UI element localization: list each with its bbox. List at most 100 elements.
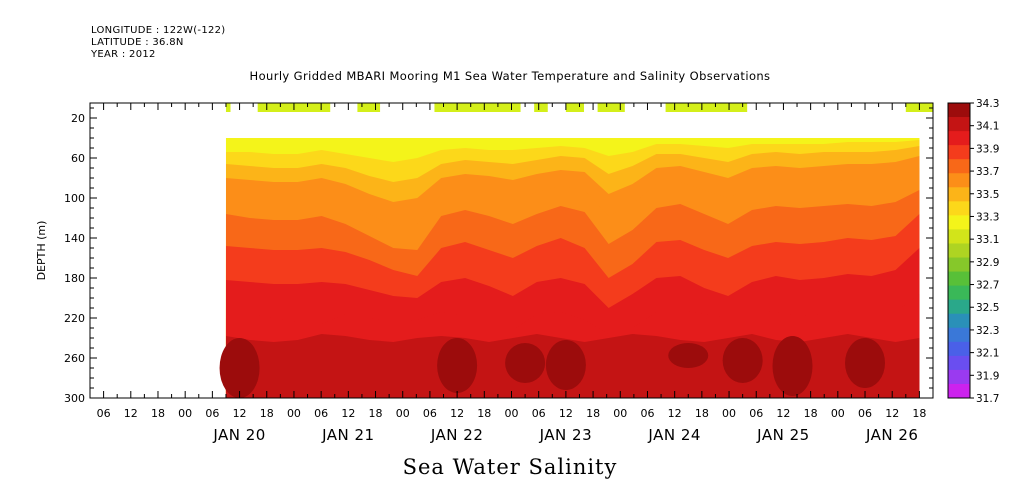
x-hour-label: 12 — [885, 407, 899, 420]
colorbar-label: 34.3 — [976, 98, 999, 110]
y-tick-label: 260 — [64, 352, 85, 365]
colorbar-label: 33.3 — [976, 211, 999, 223]
y-tick-label: 300 — [64, 392, 85, 405]
coverage-segment — [665, 103, 748, 112]
x-day-label: JAN 24 — [647, 426, 701, 444]
colorbar-label: 33.7 — [976, 166, 999, 178]
colorbar-label: 32.1 — [976, 348, 999, 360]
coverage-segment — [565, 103, 585, 112]
x-hour-label: 12 — [776, 407, 790, 420]
x-hour-label: 18 — [369, 407, 383, 420]
colorbar-swatch — [948, 355, 970, 371]
x-day-label: JAN 22 — [430, 426, 484, 444]
x-hour-label: 06 — [423, 407, 437, 420]
coverage-segment — [225, 103, 231, 112]
x-hour-label: 06 — [314, 407, 328, 420]
year-label: YEAR : 2012 — [91, 49, 156, 60]
x-hour-label: 00 — [396, 407, 410, 420]
colorbar-label: 32.7 — [976, 280, 999, 292]
colorbar-border — [947, 102, 971, 399]
colorbar-label: 31.9 — [976, 370, 999, 382]
colorbar-swatch — [948, 187, 970, 202]
x-axis: 06 12 18 00 06 12 18 00 06 12 18 00 06 12 18 00 06 12 18 00… — [89, 103, 934, 444]
x-hour-label: 00 — [287, 407, 301, 420]
x-hour-label: 06 — [749, 407, 763, 420]
x-day-label: JAN 23 — [539, 426, 593, 444]
colorbar-swatch — [948, 369, 970, 385]
salinity-contour-fill — [219, 103, 933, 398]
x-hour-label: 00 — [178, 407, 192, 420]
x-hour-label: 12 — [559, 407, 573, 420]
coverage-segment — [434, 103, 521, 112]
x-hour-label: 12 — [450, 407, 464, 420]
colorbar-swatch — [948, 103, 970, 118]
y-tick-label: 140 — [64, 232, 85, 245]
x-hour-label: 00 — [831, 407, 845, 420]
x-hour-label: 06 — [205, 407, 219, 420]
colorbar-swatch — [948, 229, 970, 244]
x-day-label: JAN 21 — [321, 426, 375, 444]
colorbar-swatch — [948, 299, 970, 315]
latitude-label: LATITUDE : 36.8N — [91, 37, 184, 48]
x-hour-label: 18 — [804, 407, 818, 420]
x-hour-label: 18 — [477, 407, 491, 420]
colorbar-swatch — [948, 327, 970, 343]
colorbar-label: 32.9 — [976, 257, 999, 269]
y-tick-label: 100 — [64, 192, 85, 205]
y-tick-label: 20 — [71, 112, 85, 125]
colorbar-swatch — [948, 313, 970, 329]
x-day-label: JAN 26 — [865, 426, 919, 444]
colorbar-swatch — [948, 215, 970, 230]
x-hour-label: 18 — [912, 407, 926, 420]
high-salinity-pocket — [668, 343, 709, 368]
colorbar-swatch — [948, 131, 970, 146]
colorbar-swatch — [948, 285, 970, 301]
x-hour-label: 00 — [613, 407, 627, 420]
x-hour-label: 18 — [586, 407, 600, 420]
colorbar-swatch — [948, 159, 970, 174]
colorbar-label: 33.9 — [976, 143, 999, 155]
chart-title: Hourly Gridded MBARI Mooring M1 Sea Wate… — [249, 69, 771, 83]
high-salinity-pocket — [437, 338, 478, 393]
y-tick-label: 220 — [64, 312, 85, 325]
high-salinity-pocket — [722, 338, 763, 383]
colorbar-label: 32.5 — [976, 302, 999, 314]
coverage-segment — [357, 103, 381, 112]
colorbar-label: 33.5 — [976, 189, 999, 201]
colorbar-label: 34.1 — [976, 121, 999, 133]
colorbar-swatch — [948, 271, 970, 287]
x-hour-label: 06 — [97, 407, 111, 420]
coverage-segment — [597, 103, 625, 112]
colorbar-swatch — [948, 257, 970, 273]
x-hour-label: 12 — [341, 407, 355, 420]
colorbar-swatch — [948, 383, 970, 399]
x-hour-label: 18 — [151, 407, 165, 420]
x-hour-label: 18 — [260, 407, 274, 420]
x-hour-label: 00 — [505, 407, 519, 420]
colorbar-swatch — [948, 117, 970, 132]
high-salinity-pocket — [219, 338, 260, 398]
high-salinity-pocket — [845, 338, 886, 388]
x-hour-label: 12 — [233, 407, 247, 420]
colorbar-swatch — [948, 145, 970, 160]
high-salinity-pocket — [505, 343, 546, 383]
high-salinity-pocket — [545, 340, 586, 390]
colorbar: 34.3 34.1 33.9 33.7 33.5 33.3 33.1 32.9 32.7 32.5… — [947, 98, 999, 405]
x-hour-label: 06 — [532, 407, 546, 420]
longitude-label: LONGITUDE : 122W(-122) — [91, 25, 226, 36]
y-tick-label: 180 — [64, 272, 85, 285]
x-hour-label: 18 — [695, 407, 709, 420]
colorbar-swatch — [948, 243, 970, 259]
colorbar-swatch — [948, 201, 970, 216]
x-hour-label: 12 — [668, 407, 682, 420]
colorbar-swatch — [948, 173, 970, 188]
x-hour-label: 12 — [124, 407, 138, 420]
x-day-label: JAN 25 — [756, 426, 810, 444]
y-axis: 20 60 100 140 180 220 260 300 DEPTH (m) — [35, 107, 933, 405]
x-hour-label: 06 — [640, 407, 654, 420]
variable-title: Sea Water Salinity — [402, 455, 618, 479]
colorbar-label: 32.3 — [976, 325, 999, 337]
x-hour-label: 06 — [858, 407, 872, 420]
